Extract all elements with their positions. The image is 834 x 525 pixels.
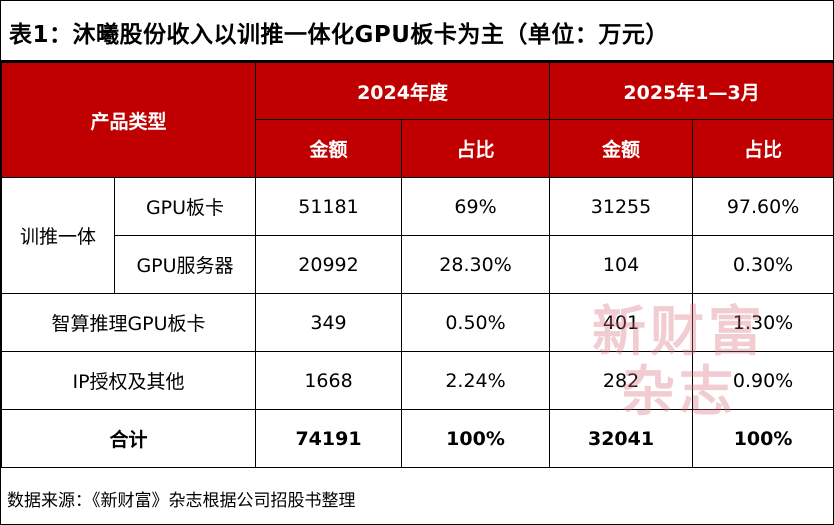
amount-2025-header: 金额: [549, 119, 694, 178]
amount-2024-cell: 1668: [255, 351, 403, 410]
total-share-2024: 100%: [401, 409, 551, 468]
table-row: 智算推理GPU板卡 349 0.50% 401 1.30%: [0, 293, 834, 352]
amount-2025-cell: 401: [549, 293, 694, 352]
share-2025-cell: 97.60%: [692, 177, 834, 236]
product-type-header: 产品类型: [0, 62, 257, 178]
table-row: GPU服务器 20992 28.30% 104 0.30%: [2, 235, 834, 294]
share-2025-cell: 0.30%: [692, 235, 834, 294]
amount-2025-cell: 31255: [549, 177, 694, 236]
share-2024-header: 占比: [401, 119, 551, 178]
share-2024-cell: 2.24%: [401, 351, 551, 410]
amount-2025-cell: 282: [549, 351, 694, 410]
total-share-2025: 100%: [692, 409, 834, 468]
share-2025-cell: 0.90%: [692, 351, 834, 410]
table-title-bar: 表1：沐曦股份收入以训推一体化GPU板卡为主（单位：万元）: [1, 1, 833, 62]
amount-2025-cell: 104: [549, 235, 694, 294]
group-cell: 训推一体: [1, 177, 115, 294]
product-cell: GPU服务器: [113, 235, 257, 294]
share-2024-cell: 28.30%: [401, 235, 551, 294]
table-row: 训推一体 GPU板卡 51181 69% 31255 97.60%: [1, 177, 834, 294]
product-cell: IP授权及其他: [0, 351, 257, 410]
amount-2024-cell: 349: [255, 293, 403, 352]
share-2025-header: 占比: [692, 119, 834, 178]
revenue-table: 产品类型 2024年度 2025年1—3月 金额 占比 金额 占比 训推一体 G…: [0, 62, 834, 468]
total-label: 合计: [0, 409, 257, 468]
total-amount-2024: 74191: [255, 409, 403, 468]
share-2024-cell: 0.50%: [401, 293, 551, 352]
product-cell: 智算推理GPU板卡: [0, 293, 257, 352]
share-2025-cell: 1.30%: [692, 293, 834, 352]
share-2024-cell: 69%: [401, 177, 551, 236]
data-source-note: 数据来源：《新财富》杂志根据公司招股书整理: [7, 491, 356, 511]
table-row: IP授权及其他 1668 2.24% 282 0.90%: [0, 351, 834, 410]
header-row-1: 产品类型 2024年度 2025年1—3月: [0, 62, 834, 178]
product-cell: GPU板卡: [113, 177, 257, 236]
amount-2024-header: 金额: [255, 119, 403, 178]
total-row: 合计 74191 100% 32041 100%: [0, 409, 834, 468]
table-title: 表1：沐曦股份收入以训推一体化GPU板卡为主（单位：万元）: [9, 22, 669, 48]
header-row-2: 金额 占比 金额 占比: [2, 119, 834, 178]
total-amount-2025: 32041: [549, 409, 694, 468]
amount-2024-cell: 20992: [255, 235, 403, 294]
period-2025-header: 2025年1—3月: [549, 62, 834, 120]
amount-2024-cell: 51181: [255, 177, 403, 236]
period-2024-header: 2024年度: [255, 62, 551, 120]
